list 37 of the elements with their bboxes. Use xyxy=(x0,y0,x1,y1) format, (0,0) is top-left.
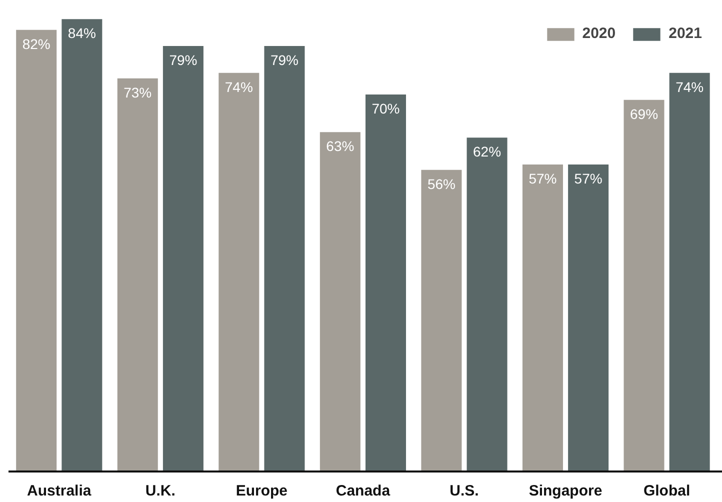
legend-label: 2020 xyxy=(582,25,616,42)
x-tick-label: U.K. xyxy=(145,482,176,500)
x-tick-label: Singapore xyxy=(528,482,602,500)
legend-label: 2021 xyxy=(668,25,702,42)
bar xyxy=(162,46,204,472)
data-label: 70% xyxy=(372,100,400,116)
data-label: 62% xyxy=(473,144,502,160)
bar xyxy=(466,138,508,472)
data-label: 74% xyxy=(224,78,253,95)
data-label: 63% xyxy=(326,138,354,154)
data-label: 74% xyxy=(676,78,704,95)
bar xyxy=(218,72,260,472)
bar xyxy=(669,72,710,472)
bar xyxy=(264,46,305,472)
bar xyxy=(117,78,158,472)
data-label: 79% xyxy=(169,52,198,68)
bar xyxy=(624,100,664,472)
x-tick-label: Canada xyxy=(336,482,391,500)
bar xyxy=(522,164,563,472)
bar xyxy=(366,94,406,472)
data-label: 79% xyxy=(270,52,298,68)
data-label: 82% xyxy=(22,36,50,52)
bar xyxy=(62,19,102,472)
data-label: 57% xyxy=(528,170,557,186)
data-label: 57% xyxy=(574,170,602,186)
data-label: 56% xyxy=(427,176,456,192)
bar xyxy=(568,164,609,472)
x-tick-label: Europe xyxy=(236,482,288,500)
data-label: 69% xyxy=(630,106,658,122)
data-label: 84% xyxy=(68,25,96,42)
bar xyxy=(421,170,462,472)
x-tick-label: Global xyxy=(643,482,690,500)
data-label: 73% xyxy=(124,84,152,100)
x-tick-label: U.S. xyxy=(450,482,479,500)
x-tick-label: Australia xyxy=(27,482,92,500)
bar xyxy=(16,30,57,472)
bar xyxy=(320,132,360,472)
